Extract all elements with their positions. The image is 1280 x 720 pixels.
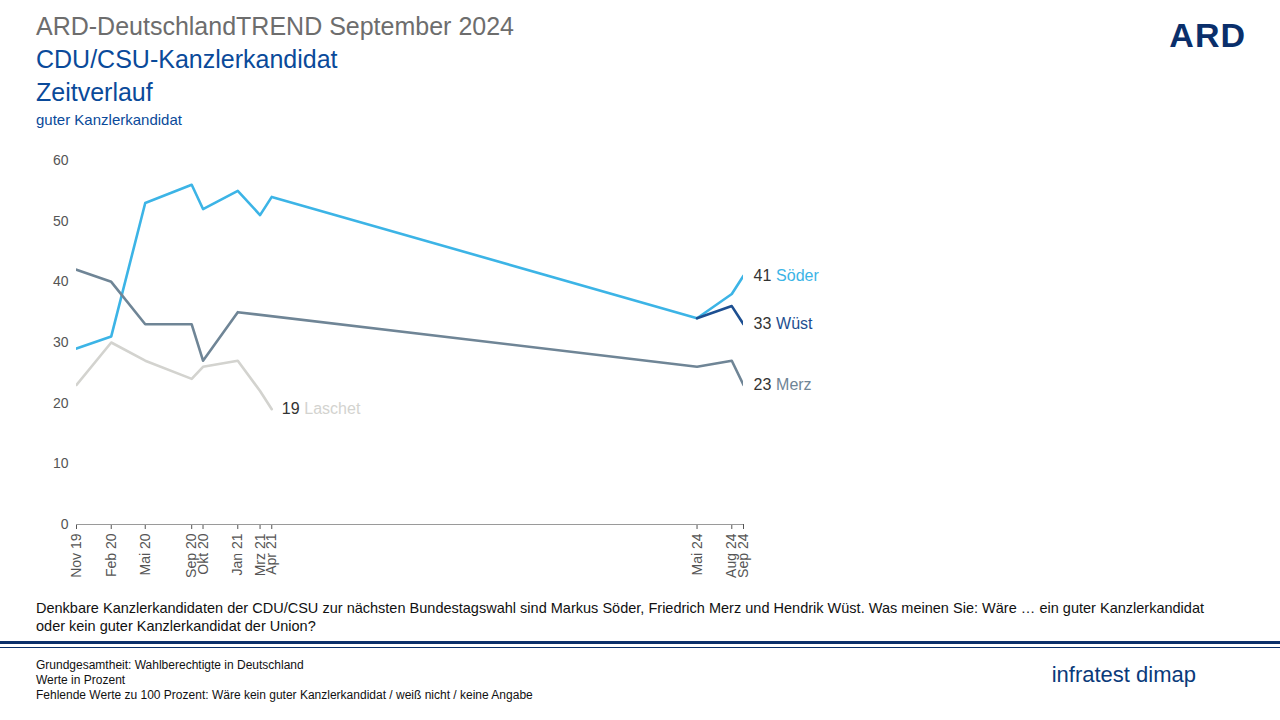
svg-text:Mrz 21: Mrz 21 bbox=[251, 533, 268, 577]
svg-text:Laschet: Laschet bbox=[304, 400, 361, 417]
svg-text:41: 41 bbox=[754, 267, 772, 284]
svg-text:30: 30 bbox=[53, 334, 69, 350]
svg-text:40: 40 bbox=[53, 273, 69, 289]
html-text:CDU/CSU-Kanzlerkandidat: CDU/CSU-Kanzlerkandidat bbox=[36, 45, 338, 73]
svg-text:10: 10 bbox=[53, 455, 69, 471]
svg-text:Jan 21: Jan 21 bbox=[229, 533, 245, 575]
html-text:ARD-DeutschlandTREND September: ARD-DeutschlandTREND September 2024 bbox=[36, 12, 514, 40]
html-text:ARD: ARD bbox=[1169, 16, 1246, 54]
svg-text:19: 19 bbox=[282, 400, 300, 417]
svg-text:Sep 20: Sep 20 bbox=[183, 533, 200, 578]
svg-text:60: 60 bbox=[53, 152, 69, 168]
svg-text:20: 20 bbox=[53, 395, 69, 411]
svg-text:Okt 20: Okt 20 bbox=[195, 533, 211, 574]
svg-text:Aug 24: Aug 24 bbox=[723, 533, 740, 578]
svg-text:33: 33 bbox=[754, 315, 772, 332]
svg-text:Mai 24: Mai 24 bbox=[689, 533, 705, 575]
svg-text:23: 23 bbox=[754, 376, 772, 393]
html-text:guter Kanzlerkandidat: guter Kanzlerkandidat bbox=[36, 111, 182, 128]
svg-text:Nov 19: Nov 19 bbox=[68, 533, 84, 578]
html-text:Denkbare Kanzlerkandidaten der: Denkbare Kanzlerkandidaten der CDU/CSU z… bbox=[36, 600, 1204, 634]
svg-text:0: 0 bbox=[61, 516, 69, 532]
html-text:Fehlende Werte zu 100 Prozent:: Fehlende Werte zu 100 Prozent: Wäre kein… bbox=[36, 688, 533, 702]
html-text:infratest dimap: infratest dimap bbox=[1051, 662, 1196, 687]
html-text:Werte in Prozent: Werte in Prozent bbox=[36, 673, 126, 687]
html-text:Grundgesamtheit: Wahlberechtig: Grundgesamtheit: Wahlberechtigte in Deut… bbox=[36, 658, 304, 672]
svg-text:Wüst: Wüst bbox=[776, 315, 813, 332]
svg-text:Feb 20: Feb 20 bbox=[103, 533, 119, 577]
html-text:Zeitverlauf: Zeitverlauf bbox=[36, 78, 153, 106]
svg-text:Merz: Merz bbox=[776, 376, 812, 393]
svg-text:Söder: Söder bbox=[776, 267, 819, 284]
svg-text:Sep 24: Sep 24 bbox=[735, 533, 751, 578]
svg-text:50: 50 bbox=[53, 213, 69, 229]
svg-text:Apr 21: Apr 21 bbox=[263, 533, 279, 574]
svg-text:Mai 20: Mai 20 bbox=[137, 533, 153, 575]
